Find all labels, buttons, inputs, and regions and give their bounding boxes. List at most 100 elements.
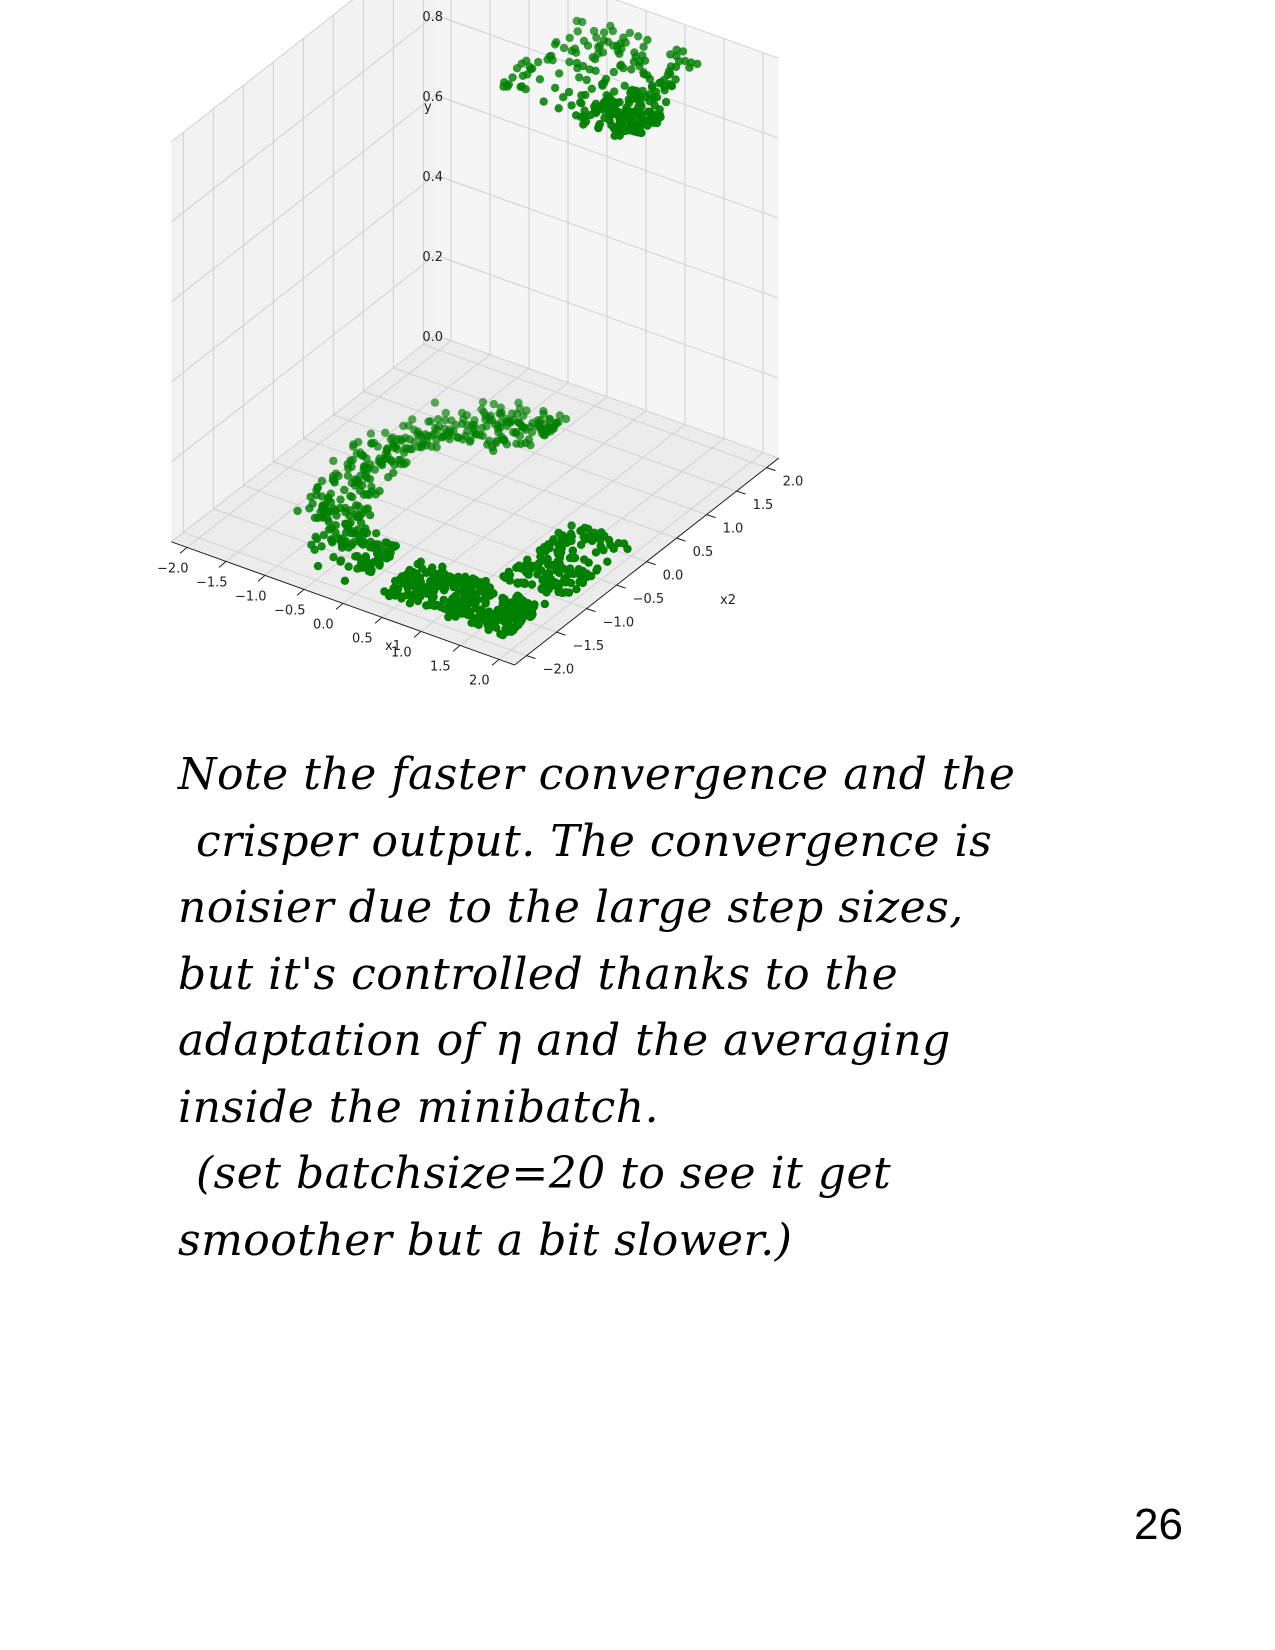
- grid-line: [423, 343, 767, 469]
- data-point: [440, 584, 450, 593]
- grid-line: [498, 452, 764, 660]
- data-point: [451, 420, 461, 430]
- data-point: [535, 75, 545, 84]
- data-point: [610, 87, 619, 96]
- data-point: [582, 75, 591, 85]
- data-point: [526, 440, 535, 450]
- data-point: [334, 471, 343, 481]
- x2-tick-mark: [586, 608, 596, 613]
- x2-tick-label: 1.0: [723, 522, 744, 537]
- x1-tick-label: 0.5: [352, 631, 373, 646]
- data-point: [508, 73, 517, 82]
- data-point: [336, 556, 346, 565]
- data-point: [598, 48, 608, 57]
- grid-line: [171, 14, 436, 223]
- data-point: [555, 69, 564, 78]
- data-point: [313, 561, 323, 571]
- data-point: [666, 69, 675, 79]
- y-tick-label: 0.2: [422, 250, 443, 265]
- data-point: [527, 580, 537, 589]
- x2-tick-label: −1.0: [603, 616, 635, 631]
- data-point: [505, 576, 514, 585]
- data-point: [581, 117, 591, 126]
- data-point: [577, 99, 586, 108]
- data-point: [567, 532, 576, 541]
- data-point: [557, 543, 566, 553]
- data-point: [310, 545, 319, 554]
- data-point: [640, 56, 650, 65]
- data-point: [407, 444, 416, 454]
- x1-tick-mark: [335, 603, 344, 610]
- data-point: [565, 57, 574, 67]
- x1-tick-label: −0.5: [274, 603, 306, 618]
- data-point: [578, 17, 587, 27]
- data-point: [581, 90, 590, 100]
- data-point: [329, 553, 338, 562]
- data-point: [408, 415, 417, 424]
- data-point: [358, 481, 367, 490]
- x1-tick-mark: [257, 575, 266, 582]
- data-point: [559, 43, 569, 53]
- data-point: [438, 562, 447, 571]
- data-point: [367, 482, 376, 491]
- data-point: [634, 32, 643, 41]
- note-line: adaptation of η and the averaging: [178, 1015, 951, 1066]
- x2-tick-label: 2.0: [783, 475, 804, 490]
- data-point: [348, 493, 357, 502]
- y-tick-label: 0.8: [422, 10, 443, 25]
- data-point: [561, 414, 571, 424]
- data-point: [439, 595, 448, 605]
- grid-line: [171, 174, 436, 383]
- data-point: [674, 57, 684, 66]
- data-point: [341, 537, 351, 546]
- data-point: [586, 571, 596, 581]
- data-point: [540, 599, 549, 609]
- data-point: [340, 576, 350, 585]
- handwritten-notes: Note the faster convergence and the cris…: [178, 742, 1015, 1274]
- data-point: [671, 75, 680, 84]
- data-point: [331, 521, 340, 530]
- data-point: [615, 98, 624, 107]
- data-point: [559, 564, 568, 573]
- data-point: [619, 63, 628, 73]
- data-point: [470, 416, 479, 425]
- data-point: [360, 538, 369, 547]
- data-point: [462, 411, 472, 420]
- data-point: [545, 414, 554, 424]
- data-point: [567, 521, 576, 530]
- data-point: [317, 492, 326, 501]
- data-point: [609, 544, 618, 553]
- data-point: [639, 42, 648, 51]
- data-point: [601, 74, 611, 84]
- data-point: [326, 489, 335, 498]
- grid-line: [435, 334, 779, 459]
- data-point: [632, 86, 641, 96]
- data-points: [293, 16, 702, 640]
- data-point: [308, 499, 317, 508]
- data-point: [545, 544, 554, 553]
- data-point: [620, 81, 629, 91]
- data-point: [373, 442, 382, 451]
- data-point: [621, 38, 630, 47]
- data-point: [489, 589, 498, 598]
- x2-tick-label: 0.5: [693, 545, 714, 560]
- y-tick-label: 0.6: [422, 90, 443, 105]
- data-point: [645, 74, 655, 84]
- data-point: [603, 557, 612, 566]
- data-point: [554, 104, 563, 113]
- data-point: [609, 67, 618, 77]
- data-point: [365, 474, 375, 484]
- data-point: [367, 565, 376, 574]
- data-point: [391, 591, 400, 600]
- data-point: [564, 87, 574, 97]
- note-line: smoother but a bit slower.): [178, 1214, 793, 1266]
- data-point: [539, 406, 548, 416]
- data-point: [383, 444, 392, 453]
- data-point: [377, 545, 387, 554]
- data-point: [573, 27, 582, 36]
- data-point: [347, 462, 356, 472]
- data-point: [393, 445, 402, 454]
- x2-tick-mark: [766, 467, 776, 472]
- x1-tick-mark: [413, 631, 422, 638]
- grid-line: [435, 174, 779, 299]
